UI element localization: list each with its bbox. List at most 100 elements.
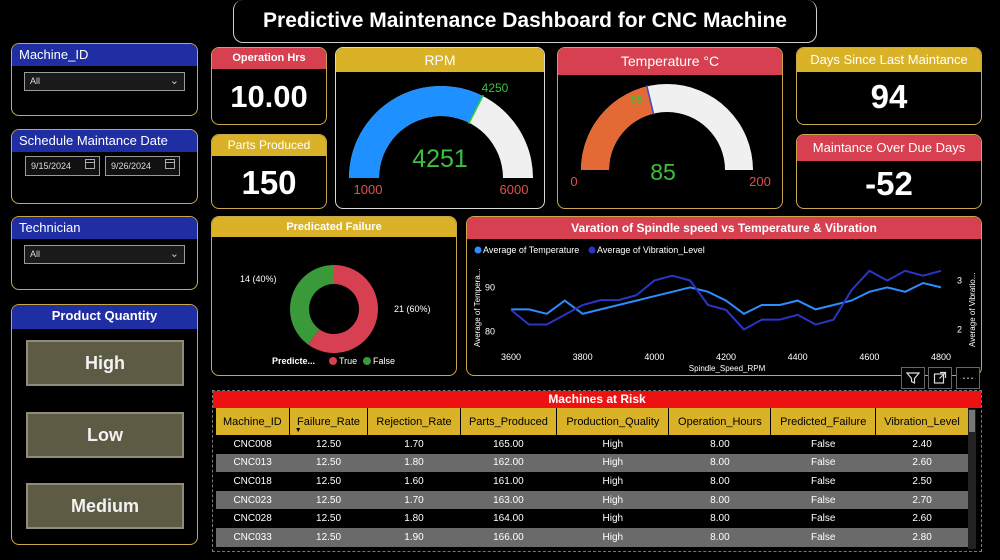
focus-mode-icon[interactable]	[928, 367, 952, 389]
column-header-rejection-rate[interactable]: Rejection_Rate	[368, 408, 460, 435]
schedule-date-slicer: Schedule Maintance Date 9/15/2024 9/26/2…	[11, 129, 198, 204]
x-tick-label: 4800	[931, 352, 951, 362]
legend-temperature-swatch	[475, 247, 482, 254]
predicted-failure-label: Predicated Failure	[212, 217, 456, 237]
legend-vibration-label: Average of Vibration_Level	[597, 245, 705, 255]
temperature-gauge-max: 200	[749, 174, 771, 189]
table-row[interactable]: CNC028 12.50 1.80 164.00 High 8.00 False 2.60	[216, 509, 969, 528]
quantity-high-button[interactable]: High	[26, 340, 184, 386]
table-cell: High	[557, 454, 669, 473]
calendar-icon[interactable]	[165, 159, 175, 169]
x-tick-label: 4200	[716, 352, 736, 362]
column-header-predicted-failure[interactable]: Predicted_Failure	[771, 408, 876, 435]
overdue-days-value: -52	[797, 165, 981, 203]
donut-label-true: 21 (60%)	[394, 304, 431, 314]
operation-hrs-card: Operation Hrs 10.00	[211, 47, 327, 125]
table-cell: 2.60	[876, 509, 969, 528]
x-tick-label: 4600	[859, 352, 879, 362]
y-axis-right-label: Average of Vibratio...	[968, 273, 977, 347]
y-left-tick-label: 80	[485, 326, 495, 336]
table-cell: False	[771, 509, 876, 528]
rpm-gauge-target-label: 4250	[482, 81, 509, 95]
operation-hrs-label: Operation Hrs	[212, 48, 326, 69]
table-cell: 8.00	[669, 472, 771, 491]
table-cell: 2.70	[876, 491, 969, 510]
sort-descending-icon[interactable]: ▼	[295, 427, 302, 434]
table-cell: 166.00	[460, 528, 556, 547]
table-cell: 12.50	[289, 454, 368, 473]
technician-dropdown[interactable]: All ⌄	[24, 245, 185, 264]
table-row[interactable]: CNC013 12.50 1.80 162.00 High 8.00 False 2.60	[216, 454, 969, 473]
table-row[interactable]: CNC008 12.50 1.70 165.00 High 8.00 False 2.40	[216, 435, 969, 454]
days-since-label: Days Since Last Maintance	[797, 48, 981, 72]
product-quantity-label: Product Quantity	[12, 305, 197, 329]
table-cell: 2.60	[876, 454, 969, 473]
legend-temperature-label: Average of Temperature	[483, 245, 579, 255]
end-date-input[interactable]: 9/26/2024	[105, 156, 180, 176]
column-header-vibration-level[interactable]: Vibration_Level	[876, 408, 969, 435]
quantity-medium-button[interactable]: Medium	[26, 483, 184, 529]
technician-slicer: Technician All ⌄	[11, 216, 198, 290]
filter-icon[interactable]	[901, 367, 925, 389]
predicted-failure-donut: 21 (60%) 14 (40%) Predicte... True False	[212, 237, 456, 375]
table-cell: 12.50	[289, 528, 368, 547]
legend-false-swatch	[363, 357, 371, 365]
y-right-tick-label: 3	[957, 276, 962, 286]
table-row[interactable]: CNC023 12.50 1.70 163.00 High 8.00 False 2.70	[216, 491, 969, 510]
technician-slicer-label: Technician	[12, 217, 197, 239]
spindle-line-chart: Average of Temperature Average of Vibrat…	[467, 239, 981, 375]
table-cell: 12.50	[289, 491, 368, 510]
temperature-gauge: 85 0 200 85	[558, 75, 782, 208]
calendar-icon[interactable]	[85, 159, 95, 169]
rpm-gauge-card: RPM 4251 1000 6000 4250	[335, 47, 545, 209]
rpm-gauge: 4251 1000 6000 4250	[336, 72, 544, 208]
table-cell: False	[771, 491, 876, 510]
table-row[interactable]: CNC033 12.50 1.90 166.00 High 8.00 False 2.80	[216, 528, 969, 547]
temperature-gauge-card: Temperature °C 85 0 200 85	[557, 47, 783, 209]
spindle-chart-card: Varation of Spindle speed vs Temperature…	[466, 216, 982, 376]
overdue-days-card: Maintance Over Due Days -52	[796, 134, 982, 209]
table-cell: False	[771, 454, 876, 473]
donut-slice-false[interactable]	[290, 265, 334, 345]
column-header-failure-rate[interactable]: Failure_Rate ▼	[289, 408, 368, 435]
table-cell: High	[557, 472, 669, 491]
operation-hrs-value: 10.00	[212, 79, 326, 115]
parts-produced-card: Parts Produced 150	[211, 134, 327, 209]
more-options-icon[interactable]: ⋯	[956, 367, 980, 389]
table-cell: 163.00	[460, 491, 556, 510]
column-header-production-quality[interactable]: Production_Quality	[557, 408, 669, 435]
table-cell: High	[557, 528, 669, 547]
table-cell: 8.00	[669, 491, 771, 510]
table-scrollbar[interactable]	[968, 409, 976, 549]
table-cell: High	[557, 509, 669, 528]
table-cell: 161.00	[460, 472, 556, 491]
legend-vibration-swatch	[589, 247, 596, 254]
rpm-gauge-min: 1000	[354, 182, 383, 197]
machine-id-dropdown-value: All	[30, 76, 40, 86]
schedule-date-slicer-label: Schedule Maintance Date	[12, 130, 197, 152]
table-cell: High	[557, 491, 669, 510]
table-scrollbar-thumb[interactable]	[969, 410, 975, 432]
column-header-parts-produced[interactable]: Parts_Produced	[460, 408, 556, 435]
start-date-input[interactable]: 9/15/2024	[25, 156, 100, 176]
table-cell: False	[771, 528, 876, 547]
table-cell: CNC013	[216, 454, 289, 473]
predicted-failure-card: Predicated Failure 21 (60%) 14 (40%) Pre…	[211, 216, 457, 376]
machines-at-risk-title: Machines at Risk	[213, 391, 981, 408]
start-date-value: 9/15/2024	[31, 161, 71, 171]
column-header-machine-id[interactable]: Machine_ID	[216, 408, 289, 435]
y-right-tick-label: 2	[957, 324, 962, 334]
table-cell: 8.00	[669, 528, 771, 547]
table-cell: CNC028	[216, 509, 289, 528]
table-cell: 164.00	[460, 509, 556, 528]
column-header-operation-hours[interactable]: Operation_Hours	[669, 408, 771, 435]
quantity-low-button[interactable]: Low	[26, 412, 184, 458]
table-cell: 1.60	[368, 472, 460, 491]
page-title-text: Predictive Maintenance Dashboard for CNC…	[263, 9, 787, 33]
technician-dropdown-value: All	[30, 249, 40, 259]
table-cell: CNC033	[216, 528, 289, 547]
machine-id-dropdown[interactable]: All ⌄	[24, 72, 185, 91]
table-cell: 1.80	[368, 454, 460, 473]
table-cell: 2.80	[876, 528, 969, 547]
table-row[interactable]: CNC018 12.50 1.60 161.00 High 8.00 False 2.50	[216, 472, 969, 491]
